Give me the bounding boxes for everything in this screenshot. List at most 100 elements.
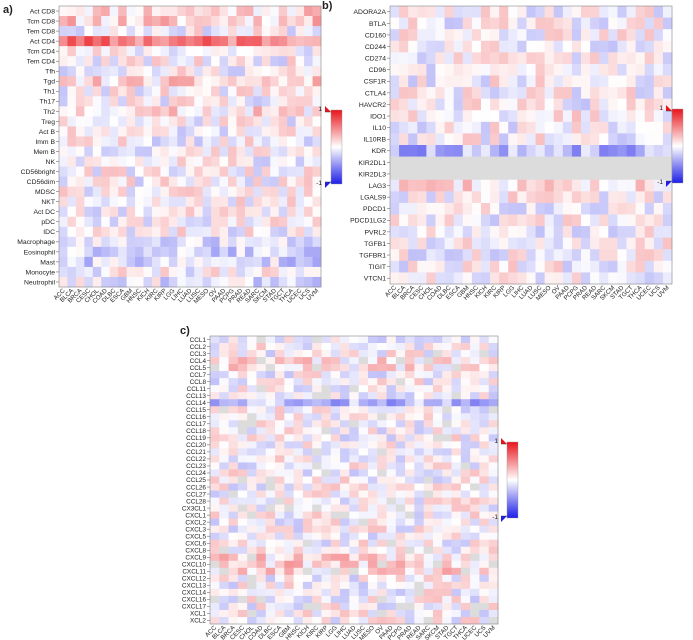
row-label: Treg bbox=[41, 119, 55, 126]
heatmap-cell bbox=[408, 133, 418, 146]
row-label: CCL23 bbox=[186, 463, 206, 470]
heatmap-cell bbox=[118, 196, 128, 208]
heatmap-cell bbox=[284, 595, 295, 604]
heatmap-cell bbox=[59, 136, 68, 147]
heatmap-cell bbox=[177, 86, 187, 97]
heatmap-cell bbox=[644, 226, 655, 239]
heatmap-cell bbox=[237, 595, 248, 604]
heatmap-cell bbox=[444, 272, 455, 285]
panel-label: c) bbox=[180, 325, 190, 337]
heatmap-cell bbox=[644, 6, 655, 18]
heatmap-cell bbox=[302, 399, 313, 407]
heatmap-cell bbox=[471, 87, 482, 100]
heatmap-cell bbox=[312, 567, 322, 576]
heatmap-cell bbox=[462, 52, 473, 65]
heatmap-cell bbox=[84, 106, 94, 117]
heatmap-cell bbox=[75, 226, 85, 238]
heatmap-cell bbox=[92, 166, 102, 178]
heatmap-cell bbox=[228, 156, 237, 167]
heatmap-cell bbox=[75, 246, 85, 258]
heatmap-cell bbox=[644, 249, 655, 262]
heatmap-cell bbox=[265, 553, 276, 562]
heatmap-cell bbox=[386, 595, 397, 604]
heatmap-cell bbox=[219, 343, 229, 351]
heatmap-cell bbox=[321, 441, 332, 449]
heatmap-cell bbox=[553, 40, 564, 53]
heatmap-cell bbox=[92, 56, 102, 67]
heatmap-cell bbox=[544, 29, 555, 42]
heatmap-cell bbox=[395, 476, 406, 484]
heatmap-cell bbox=[414, 378, 425, 386]
heatmap-cell bbox=[293, 616, 304, 625]
heatmap-cell bbox=[261, 166, 271, 178]
heatmap-cell bbox=[377, 525, 387, 534]
heatmap-cell bbox=[228, 546, 239, 555]
heatmap-cell bbox=[304, 156, 313, 167]
heatmap-cell bbox=[330, 343, 341, 351]
heatmap-cell bbox=[228, 490, 239, 498]
heatmap-cell bbox=[432, 399, 443, 407]
heatmap-cell bbox=[414, 434, 425, 442]
heatmap-cell bbox=[253, 206, 263, 218]
heatmap-cell bbox=[228, 560, 239, 569]
heatmap-cell bbox=[340, 497, 350, 505]
heatmap-cell bbox=[219, 490, 229, 498]
heatmap-cell bbox=[626, 260, 637, 273]
heatmap-cell bbox=[408, 249, 418, 262]
heatmap-cell bbox=[92, 256, 102, 268]
heatmap-cell bbox=[590, 145, 600, 157]
heatmap-cell bbox=[177, 156, 187, 167]
heatmap-cell bbox=[442, 441, 452, 449]
heatmap-cell bbox=[237, 588, 248, 597]
heatmap-cell bbox=[109, 6, 119, 17]
heatmap-cell bbox=[460, 441, 471, 449]
heatmap-cell bbox=[377, 609, 387, 618]
heatmap-cell bbox=[151, 116, 161, 127]
heatmap-cell bbox=[479, 497, 490, 505]
heatmap-cell bbox=[405, 602, 415, 611]
heatmap-cell bbox=[302, 483, 313, 491]
heatmap-cell bbox=[471, 156, 482, 169]
heatmap-cell bbox=[302, 518, 313, 527]
heatmap-cell bbox=[135, 76, 144, 87]
heatmap-cell bbox=[405, 371, 415, 379]
heatmap-cell bbox=[312, 46, 322, 57]
heatmap-cell bbox=[414, 357, 425, 365]
heatmap-cell bbox=[444, 145, 455, 157]
heatmap-cell bbox=[662, 249, 673, 262]
heatmap-cell bbox=[210, 581, 220, 590]
heatmap-cell bbox=[253, 276, 263, 288]
heatmap-cell bbox=[67, 86, 77, 97]
heatmap-cell bbox=[499, 6, 509, 18]
heatmap-cell bbox=[211, 156, 220, 167]
heatmap-cell bbox=[278, 206, 288, 218]
heatmap-cell bbox=[256, 581, 267, 590]
heatmap-cell bbox=[423, 567, 434, 576]
column-label: OV bbox=[374, 624, 386, 636]
heatmap-cell bbox=[479, 406, 490, 414]
heatmap-cell bbox=[202, 216, 212, 228]
heatmap-cell bbox=[321, 518, 332, 527]
heatmap-cell bbox=[408, 110, 418, 123]
heatmap-cell bbox=[442, 581, 452, 590]
heatmap-cell bbox=[499, 63, 509, 76]
heatmap-cell bbox=[270, 256, 280, 268]
heatmap-cell bbox=[367, 497, 378, 505]
heatmap-cell bbox=[399, 63, 409, 76]
heatmap-cell bbox=[432, 525, 443, 534]
heatmap-cell bbox=[349, 616, 360, 625]
heatmap-cell bbox=[109, 166, 119, 178]
heatmap-cell bbox=[451, 497, 462, 505]
heatmap-cell bbox=[405, 420, 415, 428]
heatmap-cell bbox=[386, 609, 397, 618]
heatmap-cell bbox=[479, 399, 490, 407]
heatmap-cell bbox=[644, 29, 655, 42]
heatmap-cell bbox=[219, 26, 229, 37]
heatmap-cell bbox=[228, 532, 239, 541]
heatmap-cell bbox=[275, 602, 285, 611]
heatmap-cell bbox=[517, 226, 527, 239]
heatmap-cell bbox=[312, 36, 322, 47]
heatmap-cell bbox=[185, 76, 195, 87]
heatmap-cell bbox=[386, 357, 397, 365]
heatmap-cell bbox=[211, 276, 220, 288]
